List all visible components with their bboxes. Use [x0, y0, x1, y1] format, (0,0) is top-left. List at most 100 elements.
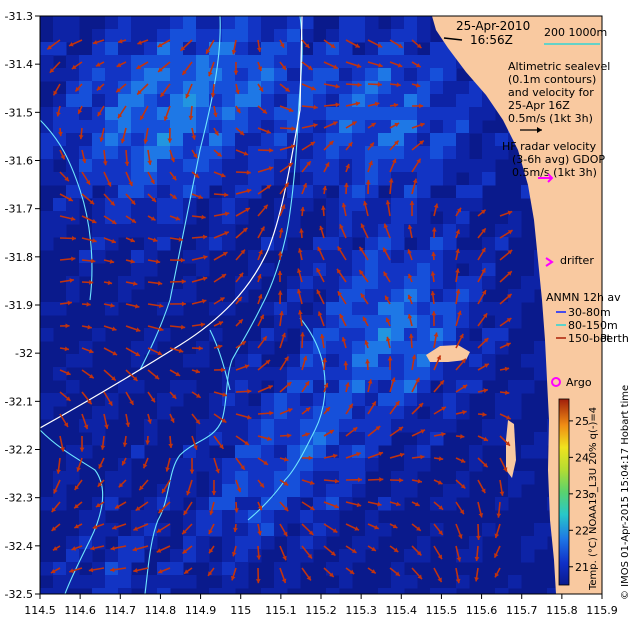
- velocity-arrow: [297, 248, 303, 261]
- colorbar-tick-label: 21: [575, 561, 589, 574]
- velocity-arrow: [88, 567, 105, 573]
- y-tick-label: -31.7: [5, 203, 33, 216]
- colorbar-gradient: [558, 398, 570, 586]
- velocity-arrow: [147, 237, 158, 243]
- velocity-arrow: [279, 501, 289, 512]
- velocity-arrow: [124, 149, 130, 166]
- velocity-arrow: [135, 501, 149, 512]
- velocity-arrow: [499, 317, 512, 327]
- velocity-arrow: [169, 149, 176, 163]
- velocity-arrow: [301, 545, 313, 559]
- velocity-arrow: [279, 567, 287, 584]
- velocity-arrow: [235, 457, 246, 471]
- velocity-arrow: [169, 413, 175, 423]
- velocity-arrow: [358, 269, 369, 283]
- velocity-arrow: [103, 391, 113, 407]
- velocity-arrow: [191, 276, 208, 283]
- velocity-arrow: [411, 567, 423, 580]
- velocity-arrow: [73, 523, 83, 529]
- velocity-arrow: [433, 379, 445, 393]
- velocity-arrow: [257, 148, 274, 153]
- velocity-arrow: [411, 158, 422, 173]
- velocity-arrow: [92, 39, 105, 45]
- velocity-arrow: [477, 209, 487, 217]
- velocity-arrow: [186, 479, 193, 496]
- velocity-arrow: [345, 101, 361, 107]
- x-tick-label: 115.7: [506, 604, 538, 617]
- velocity-arrow: [257, 226, 266, 239]
- velocity-arrow: [301, 406, 311, 415]
- velocity-arrow: [389, 39, 404, 49]
- velocity-arrow: [345, 403, 354, 415]
- colorbar-tick-label: 22: [575, 524, 589, 537]
- velocity-arrow: [125, 391, 135, 406]
- velocity-arrow: [341, 336, 347, 349]
- velocity-arrow: [257, 249, 263, 261]
- velocity-arrow: [213, 296, 226, 305]
- velocity-arrow: [336, 268, 347, 283]
- velocity-arrow: [279, 162, 294, 173]
- velocity-arrow: [382, 271, 391, 283]
- velocity-arrow: [499, 435, 511, 447]
- velocity-arrow: [301, 567, 312, 581]
- velocity-arrow: [156, 545, 171, 553]
- velocity-arrow: [56, 105, 61, 117]
- velocity-arrow: [235, 227, 248, 239]
- velocity-arrow: [431, 251, 437, 261]
- altimetry-line-2: (0.1m contours): [508, 73, 596, 86]
- velocity-arrow: [279, 126, 296, 132]
- velocity-arrow: [389, 426, 404, 437]
- velocity-arrow: [499, 342, 512, 349]
- velocity-arrow: [301, 432, 310, 437]
- velocity-arrow: [301, 182, 308, 195]
- velocity-arrow: [388, 178, 394, 195]
- velocity-arrow: [133, 567, 149, 573]
- velocity-arrow: [301, 160, 312, 173]
- velocity-arrow: [235, 188, 252, 195]
- velocity-arrow: [235, 388, 252, 394]
- velocity-arrow: [235, 249, 246, 261]
- velocity-arrow: [125, 347, 141, 357]
- velocity-arrow: [191, 193, 204, 200]
- velocity-arrow: [385, 200, 391, 217]
- velocity-arrow: [76, 457, 83, 472]
- velocity-arrow: [433, 432, 446, 437]
- velocity-arrow: [147, 325, 164, 332]
- velocity-arrow: [301, 39, 310, 49]
- velocity-arrow: [365, 359, 370, 371]
- velocity-arrow: [71, 61, 83, 70]
- velocity-arrow: [477, 267, 486, 283]
- x-tick-label: 114.5: [24, 604, 56, 617]
- velocity-arrow: [213, 344, 223, 350]
- land-garden-island: [506, 420, 516, 478]
- velocity-arrow: [433, 501, 444, 511]
- velocity-arrow: [81, 413, 89, 430]
- drifter-label: drifter: [560, 254, 594, 267]
- velocity-arrow: [323, 523, 338, 534]
- anmn-item: 80-150m: [556, 319, 618, 332]
- velocity-arrow: [499, 390, 510, 395]
- velocity-arrow: [385, 336, 391, 349]
- velocity-arrow: [78, 127, 84, 140]
- map-plot-area: [40, 16, 602, 594]
- velocity-arrow: [433, 567, 443, 583]
- altimetry-line-5: 0.5m/s (1kt 3h): [508, 112, 593, 125]
- hf-radar-line-1: HF radar velocity: [502, 140, 597, 153]
- velocity-arrow: [256, 39, 262, 52]
- velocity-arrow: [257, 523, 262, 536]
- sealevel-contour: [40, 119, 93, 301]
- velocity-arrow: [110, 545, 127, 551]
- velocity-arrow: [255, 567, 261, 584]
- velocity-arrow: [59, 235, 77, 241]
- velocity-arrow: [323, 102, 340, 108]
- velocity-arrow: [125, 171, 133, 187]
- velocity-arrow: [213, 273, 227, 283]
- velocity-arrow: [257, 385, 274, 393]
- velocity-arrow: [279, 381, 292, 393]
- velocity-arrow: [296, 288, 303, 305]
- velocity-arrow: [145, 435, 151, 445]
- velocity-arrow: [343, 361, 349, 371]
- velocity-arrow: [117, 105, 127, 119]
- velocity-arrow: [58, 127, 63, 137]
- velocity-arrow: [99, 127, 105, 142]
